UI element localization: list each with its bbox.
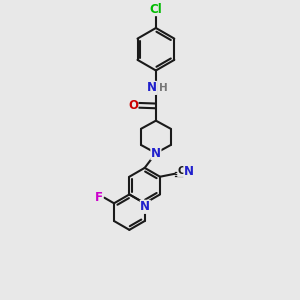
Text: N: N <box>140 200 150 213</box>
Text: Cl: Cl <box>149 3 162 16</box>
Text: F: F <box>95 190 103 204</box>
Text: N: N <box>184 165 194 178</box>
Text: H: H <box>159 83 168 93</box>
Text: N: N <box>146 81 157 94</box>
Text: C: C <box>178 167 185 176</box>
Text: O: O <box>128 99 138 112</box>
Text: N: N <box>151 147 161 160</box>
